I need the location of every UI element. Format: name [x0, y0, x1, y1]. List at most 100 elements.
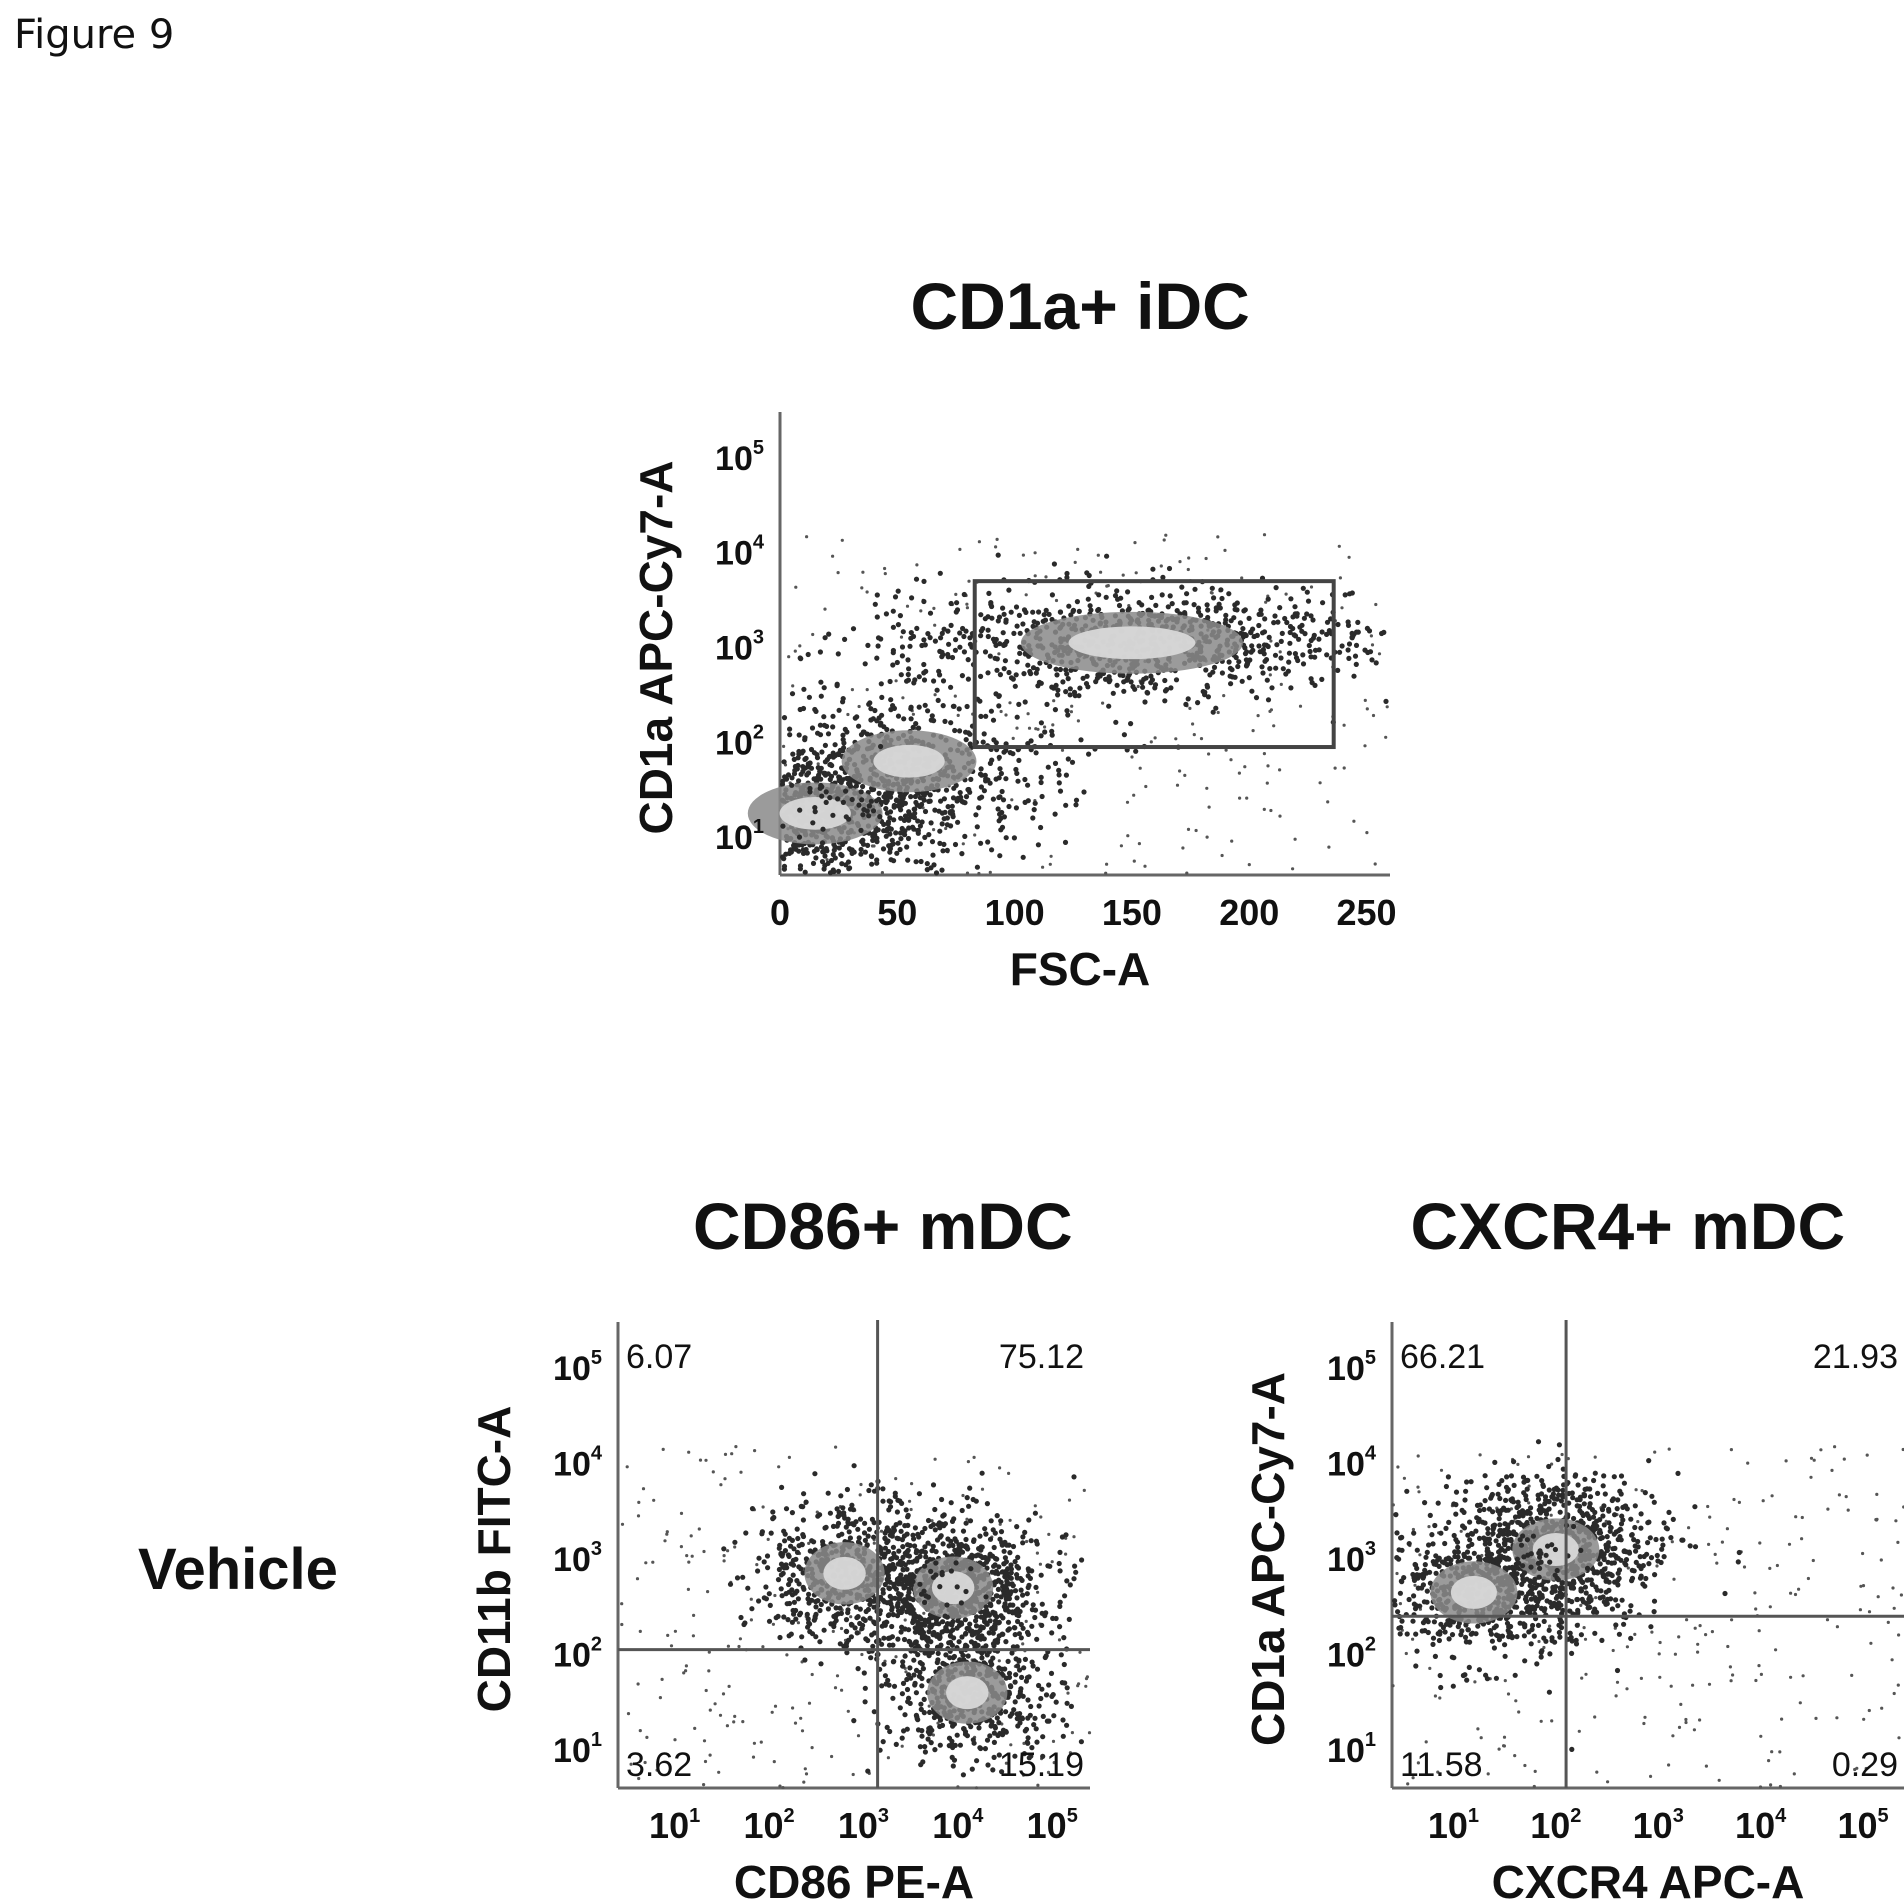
event-dot: [861, 570, 865, 574]
event-dot: [942, 718, 948, 725]
event-dot: [1032, 800, 1038, 806]
event-dot: [1850, 1673, 1854, 1677]
event-dot: [1801, 1674, 1805, 1678]
event-dot: [1056, 780, 1062, 786]
event-dot: [993, 1568, 1000, 1574]
event-dot: [1007, 1471, 1011, 1475]
event-dot: [1076, 693, 1082, 699]
event-dot: [957, 644, 963, 650]
event-dot: [1527, 1501, 1531, 1505]
event-dot: [1272, 724, 1276, 728]
event-dot: [814, 755, 821, 761]
event-dot: [1218, 587, 1224, 593]
event-dot: [938, 635, 944, 641]
event-dot: [919, 609, 923, 613]
event-dot: [805, 651, 811, 658]
event-dot: [1806, 1576, 1810, 1581]
event-dot: [1582, 1626, 1586, 1630]
event-dot: [1717, 1778, 1721, 1782]
event-dot: [941, 796, 948, 802]
event-dot: [1033, 1584, 1039, 1590]
event-dot: [948, 1500, 954, 1506]
event-dot: [978, 673, 984, 680]
event-dot: [1064, 708, 1070, 714]
event-dot: [1162, 677, 1168, 684]
event-dot: [922, 702, 928, 708]
event-dot: [912, 1525, 919, 1531]
event-dot: [1181, 846, 1185, 850]
event-dot: [1265, 596, 1271, 602]
event-dot: [946, 1743, 952, 1749]
event-dot: [1735, 1559, 1741, 1565]
event-dot: [1021, 607, 1028, 613]
event-dot: [963, 1588, 969, 1595]
event-dot: [900, 1554, 906, 1560]
event-dot: [839, 861, 845, 867]
event-dot: [1096, 606, 1102, 613]
event-dot: [1164, 687, 1170, 693]
event-dot: [915, 1652, 921, 1658]
event-dot: [1411, 1637, 1415, 1641]
event-dot: [1244, 649, 1250, 655]
event-dot: [1150, 566, 1156, 572]
event-dot: [964, 1495, 970, 1501]
event-dot: [990, 1596, 996, 1602]
event-dot: [894, 1477, 898, 1481]
event-dot: [1238, 796, 1242, 800]
event-dot: [1632, 1503, 1638, 1509]
event-dot: [905, 835, 912, 842]
event-dot: [891, 1565, 898, 1571]
event-dot: [1145, 607, 1151, 614]
event-dot: [904, 1686, 911, 1693]
event-dot: [820, 1539, 826, 1545]
event-dot: [818, 679, 824, 685]
event-dot: [932, 1747, 938, 1753]
event-dot: [1110, 690, 1116, 696]
event-dot: [985, 633, 991, 640]
event-dot: [984, 1621, 990, 1627]
event-dot: [908, 630, 914, 636]
event-dot: [815, 1598, 821, 1604]
event-dot: [1040, 1734, 1046, 1740]
event-dot: [922, 1744, 928, 1750]
event-dot: [1228, 681, 1234, 687]
event-dot: [783, 1591, 789, 1597]
event-dot: [1855, 1766, 1859, 1770]
event-dot: [901, 1636, 908, 1643]
event-dot: [1056, 1560, 1062, 1567]
event-dot: [768, 1530, 774, 1536]
event-dot: [1074, 599, 1080, 605]
event-dot: [1008, 675, 1015, 681]
event-dot: [1006, 803, 1012, 810]
event-dot: [937, 1634, 943, 1640]
event-dot: [1288, 596, 1294, 602]
event-dot: [855, 1614, 861, 1620]
event-dot: [904, 1531, 910, 1537]
event-dot: [1307, 648, 1313, 655]
event-dot: [825, 1490, 831, 1496]
event-dot: [743, 1530, 749, 1536]
event-dot: [984, 1558, 990, 1564]
event-dot: [1438, 1696, 1442, 1700]
event-dot: [1057, 1568, 1063, 1574]
event-dot: [1014, 1524, 1020, 1530]
event-dot: [799, 1634, 805, 1640]
event-dot: [906, 1638, 912, 1644]
event-dot: [953, 694, 957, 698]
event-dot: [872, 707, 878, 714]
event-dot: [1476, 1727, 1480, 1731]
event-dot: [843, 788, 849, 794]
event-dot: [839, 852, 845, 859]
event-dot: [770, 1710, 774, 1714]
event-dot: [992, 1723, 998, 1730]
event-dot: [1000, 1727, 1007, 1733]
event-dot: [1304, 611, 1310, 617]
event-dot: [1036, 1590, 1040, 1594]
event-dot: [1784, 1459, 1788, 1463]
event-dot: [1385, 705, 1389, 709]
event-dot: [1355, 619, 1361, 626]
event-dot: [945, 804, 951, 810]
event-dot: [878, 1594, 884, 1600]
event-dot: [1132, 793, 1136, 797]
event-dot: [992, 1626, 998, 1632]
